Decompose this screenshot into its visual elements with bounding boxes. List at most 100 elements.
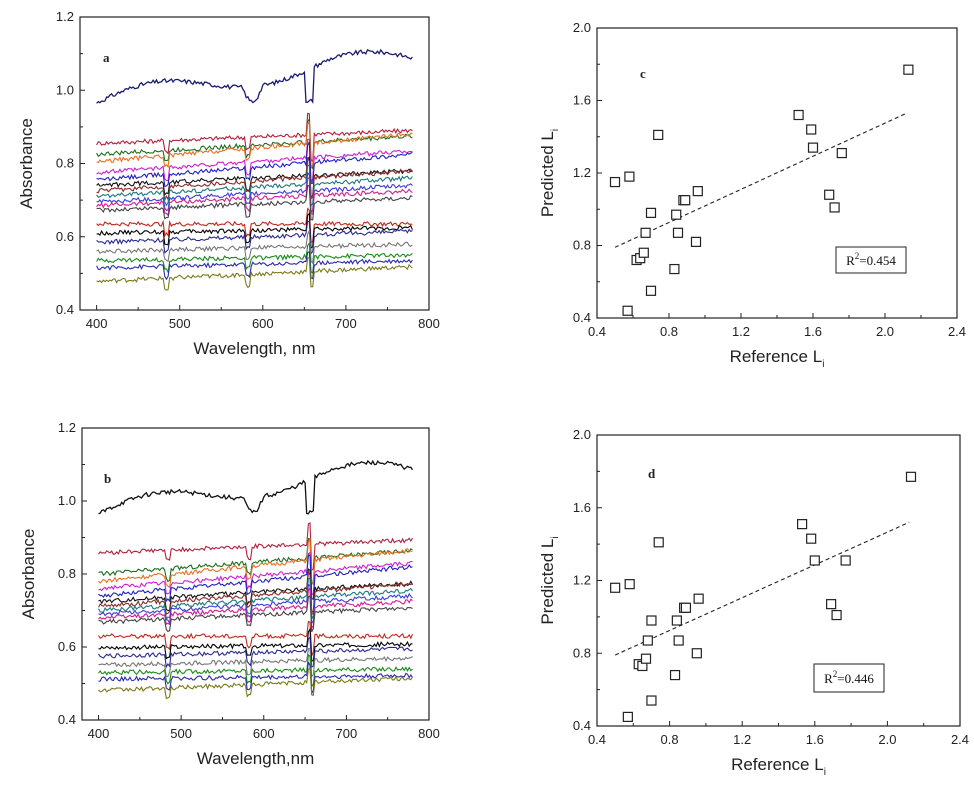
scatter-point <box>645 207 657 218</box>
spectrum-series-line <box>96 155 413 198</box>
scatter-point <box>640 653 652 664</box>
y-axis-label-subscript: i <box>550 129 561 131</box>
spectrum-series-line <box>98 620 414 657</box>
x-tick-label: 400 <box>86 316 108 331</box>
scatter-point <box>905 471 917 482</box>
x-tick-label: 700 <box>335 316 357 331</box>
x-tick-label: 800 <box>418 726 440 741</box>
y-tick-label: 0.8 <box>56 156 74 171</box>
x-tick-label: 400 <box>88 726 110 741</box>
r-squared-value: =0.454 <box>859 253 896 268</box>
scatter-point <box>653 537 664 548</box>
spectrum-series-line <box>96 171 413 215</box>
y-axis-label: Absorbance <box>17 118 36 209</box>
spectrum-series-line <box>98 522 413 572</box>
spectrum-series-line <box>98 459 414 515</box>
scatter-point <box>609 176 621 188</box>
spectrum-series-line <box>96 184 413 221</box>
spectrum-series-line <box>96 176 413 217</box>
spectrum-series-line <box>98 551 413 596</box>
spectrum-series-line <box>98 627 413 662</box>
spectrum-series-line <box>98 648 413 678</box>
x-axis-label-subscript: i <box>824 767 826 778</box>
x-tick-label: 1.6 <box>804 324 822 339</box>
spectrum-series-line <box>96 164 413 208</box>
x-tick-label: 500 <box>170 726 192 741</box>
scatter-point <box>692 186 703 197</box>
spectrum-series-line <box>96 228 413 265</box>
r-squared-box <box>813 663 885 693</box>
spectrum-series-line <box>98 586 413 629</box>
scatter-point <box>809 555 820 566</box>
y-tick-label: 0.6 <box>58 639 76 654</box>
y-tick-label: 1.6 <box>573 500 591 515</box>
panel-letter: b <box>104 471 111 486</box>
panel-a-spectra-chart: 400 500 600 700 800 0.4 0.6 0.8 1.0 1.2 Wavelength… <box>17 9 440 358</box>
x-tick-label: 500 <box>169 316 191 331</box>
y-tick-label: 0.4 <box>573 310 591 325</box>
y-axis-label-text: Predicted L <box>538 539 557 625</box>
spectrum-series-line <box>96 48 413 105</box>
x-tick-label: 1.6 <box>806 732 824 747</box>
panel-letter: a <box>103 50 110 65</box>
r-squared-prefix: R <box>846 253 855 268</box>
spectrum-series-line <box>98 583 413 625</box>
r-squared-box <box>835 246 907 274</box>
scatter-point <box>669 669 681 681</box>
scatter-point <box>671 209 682 220</box>
panel-c-scatter-chart: 0.4 0.8 1.2 1.6 2.0 2.4 0.4 0.8 1.2 1.6 2.0 R2=0.45… <box>538 20 966 370</box>
x-tick-label: 2.4 <box>948 324 966 339</box>
scatter-point <box>836 147 847 159</box>
spectrum-series-line <box>96 121 413 170</box>
scatter-point <box>903 64 914 75</box>
r-squared-prefix: R <box>824 671 833 686</box>
scatter-point <box>826 599 837 610</box>
spectrum-series-line <box>98 570 413 616</box>
x-axis-label: Reference Li <box>731 755 826 778</box>
x-axis-label-subscript: i <box>822 359 824 370</box>
x-axis-label-text: Reference L <box>730 347 823 366</box>
scatter-point <box>646 695 657 706</box>
spectrum-series-line <box>98 661 413 696</box>
scatter-point <box>645 285 657 296</box>
r-squared-value: =0.446 <box>837 671 874 686</box>
x-axis-label: Wavelength,nm <box>197 749 314 768</box>
scatter-point <box>642 635 653 646</box>
spectrum-series-line <box>96 241 413 275</box>
y-tick-label: 1.2 <box>573 573 591 588</box>
spectrum-series-line <box>98 568 413 613</box>
y-tick-label: 2.0 <box>573 20 591 35</box>
scatter-point <box>829 202 840 213</box>
scatter-point <box>622 305 633 316</box>
x-tick-label: 0.4 <box>588 732 606 747</box>
scatter-point <box>672 227 684 238</box>
y-tick-label: 0.4 <box>56 302 74 317</box>
x-tick-label: 1.2 <box>733 732 751 747</box>
scatter-point <box>807 142 819 153</box>
scatter-point <box>806 533 817 544</box>
scatter-point <box>638 247 649 258</box>
scatter-point <box>680 602 692 613</box>
spectrum-series-line <box>96 256 413 291</box>
panel-letter: d <box>648 466 656 481</box>
scatter-point <box>622 711 633 723</box>
y-tick-label: 1.6 <box>573 93 591 108</box>
scatter-point <box>690 236 702 247</box>
y-tick-label: 0.8 <box>58 566 76 581</box>
x-tick-label: 600 <box>252 316 274 331</box>
scatter-point <box>610 582 621 593</box>
x-tick-label: 0.4 <box>588 324 606 339</box>
x-tick-label: 2.0 <box>876 324 894 339</box>
spectrum-series-line <box>98 577 413 621</box>
spectrum-series-line <box>98 554 413 603</box>
y-tick-label: 0.6 <box>56 229 74 244</box>
x-tick-label: 600 <box>253 726 275 741</box>
spectrum-series-line <box>96 112 413 164</box>
spectrum-series-line <box>96 117 413 170</box>
r-squared-annotation: R2=0.446 <box>824 669 874 686</box>
y-tick-label: 0.4 <box>573 718 591 733</box>
y-axis-label: Predicted Li <box>538 536 561 624</box>
regression-trendline <box>614 112 907 248</box>
scatter-point <box>824 189 835 200</box>
